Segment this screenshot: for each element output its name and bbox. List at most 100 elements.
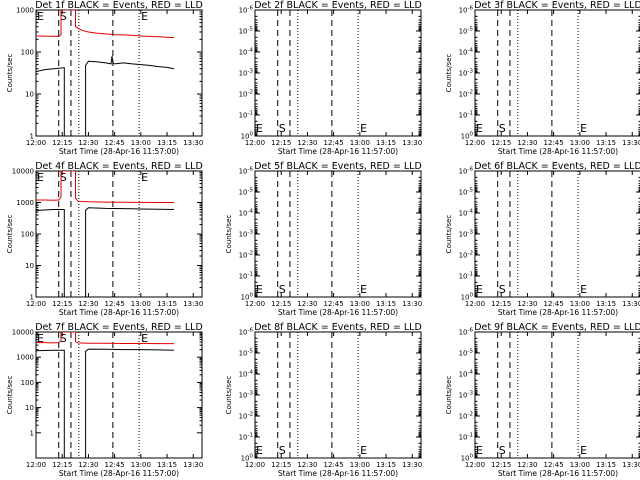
segment-marker: E (476, 283, 483, 296)
y-tick-label: 10-5 (459, 188, 474, 197)
y-tick-label: 10-2 (239, 412, 253, 421)
y-tick-label: 10-1 (239, 272, 253, 281)
x-axis-label: Start Time (28-Apr-16 11:57:00) (59, 147, 179, 156)
x-tick-label: 13:00 (350, 139, 370, 147)
y-tick-label: 10-3 (239, 230, 254, 239)
segment-marker: E (580, 122, 587, 135)
x-tick-label: 13:15 (376, 461, 396, 469)
y-tick-label: 10-3 (459, 69, 474, 78)
x-tick-label: 13:00 (350, 461, 370, 469)
y-tick-label: 10-6 (459, 167, 474, 176)
x-tick-label: 13:15 (376, 300, 396, 308)
y-tick-label: 100 (21, 49, 34, 57)
segment-marker: E (37, 332, 44, 345)
y-axis-label: Counts/sec (225, 215, 233, 254)
segment-marker: E (580, 283, 587, 296)
x-tick-label: 12:30 (78, 461, 98, 469)
y-tick-label: 1000 (16, 354, 34, 362)
y-axis-label: Counts/sec (445, 376, 453, 415)
x-tick-label: 12:15 (271, 139, 291, 147)
segment-marker: S (60, 10, 67, 23)
y-tick-label: 10-6 (239, 167, 254, 176)
chart-panel-2: Det 2f BLACK = Events, RED = LLD E S E 12:00… (239, 0, 423, 156)
x-tick-label: 13:15 (596, 461, 616, 469)
x-tick-label: 13:30 (622, 300, 640, 308)
y-axis-label: Counts/sec (6, 54, 14, 93)
chart-panel-3: Det 3f BLACK = Events, RED = LLD E S E 12:00… (445, 0, 640, 156)
y-axis-label: Counts/sec (225, 376, 233, 415)
lld-series-line (36, 171, 174, 203)
segment-marker: E (360, 444, 367, 457)
y-tick-label: 10-5 (239, 349, 254, 358)
segment-marker: E (476, 444, 483, 457)
segment-marker: S (60, 171, 67, 184)
chart-title: Det 1f BLACK = Events, RED = LLD (35, 0, 203, 11)
plot-frame (35, 9, 203, 137)
y-tick-label: 1 (30, 294, 34, 302)
events-series-line (36, 207, 175, 297)
x-axis-label: Start Time (28-Apr-16 11:57:00) (278, 147, 398, 156)
segment-marker: S (279, 283, 286, 296)
segment-marker: E (580, 444, 587, 457)
y-tick-label: 10-4 (459, 48, 474, 57)
x-tick-label: 13:15 (157, 461, 177, 469)
y-tick-label: 100 (241, 454, 254, 463)
chart-title: Det 3f BLACK = Events, RED = LLD (474, 0, 640, 11)
y-tick-label: 10-4 (459, 370, 474, 379)
x-tick-label: 12:45 (324, 300, 344, 308)
x-tick-label: 13:30 (622, 139, 640, 147)
y-tick-label: 10000 (12, 329, 34, 337)
segment-marker: S (499, 444, 506, 457)
segment-marker: E (141, 332, 148, 345)
x-tick-label: 13:30 (183, 300, 203, 308)
segment-marker: E (141, 171, 148, 184)
x-tick-label: 13:00 (570, 139, 590, 147)
x-tick-label: 12:30 (297, 139, 317, 147)
x-tick-label: 12:45 (544, 461, 564, 469)
y-tick-label: 10-3 (239, 69, 254, 78)
y-tick-label: 10-2 (459, 251, 473, 260)
y-tick-label: 100 (21, 231, 34, 239)
chart-title: Det 6f BLACK = Events, RED = LLD (474, 161, 640, 172)
x-tick-label: 12:00 (245, 139, 265, 147)
y-tick-label: 10-6 (239, 6, 254, 15)
x-tick-label: 13:00 (350, 300, 370, 308)
y-tick-label: 10-2 (459, 90, 473, 99)
x-tick-label: 12:30 (517, 139, 537, 147)
lld-series-line (36, 10, 175, 39)
x-tick-label: 12:15 (52, 139, 72, 147)
x-tick-label: 12:15 (491, 139, 511, 147)
y-tick-label: 10-4 (239, 209, 254, 218)
y-tick-label: 100 (461, 132, 474, 141)
x-axis-label: Start Time (28-Apr-16 11:57:00) (59, 308, 179, 317)
x-tick-label: 12:30 (517, 461, 537, 469)
chart-panel-5: Det 5f BLACK = Events, RED = LLD E S E 12:00… (225, 161, 422, 317)
x-tick-label: 13:30 (622, 461, 640, 469)
y-tick-label: 10-4 (239, 48, 254, 57)
x-tick-label: 12:00 (465, 300, 485, 308)
x-tick-label: 12:15 (52, 300, 72, 308)
x-tick-label: 12:45 (544, 300, 564, 308)
x-axis-label: Start Time (28-Apr-16 11:57:00) (498, 147, 618, 156)
y-tick-label: 10-1 (239, 433, 253, 442)
x-tick-label: 12:45 (324, 461, 344, 469)
y-tick-label: 10-1 (459, 433, 473, 442)
y-tick-label: 10-4 (459, 209, 474, 218)
x-tick-label: 12:00 (465, 139, 485, 147)
x-tick-label: 12:15 (491, 300, 511, 308)
y-tick-label: 10-1 (459, 272, 473, 281)
chart-title: Det 9f BLACK = Events, RED = LLD (474, 322, 640, 333)
segment-marker: S (279, 444, 286, 457)
segment-marker: E (360, 122, 367, 135)
x-tick-label: 12:15 (271, 300, 291, 308)
x-tick-label: 12:15 (52, 461, 72, 469)
x-tick-label: 12:45 (105, 461, 125, 469)
chart-title: Det 4f BLACK = Events, RED = LLD (35, 161, 203, 172)
plot-frame (35, 331, 203, 459)
y-tick-label: 10-5 (239, 188, 254, 197)
y-tick-label: 10-1 (239, 111, 253, 120)
